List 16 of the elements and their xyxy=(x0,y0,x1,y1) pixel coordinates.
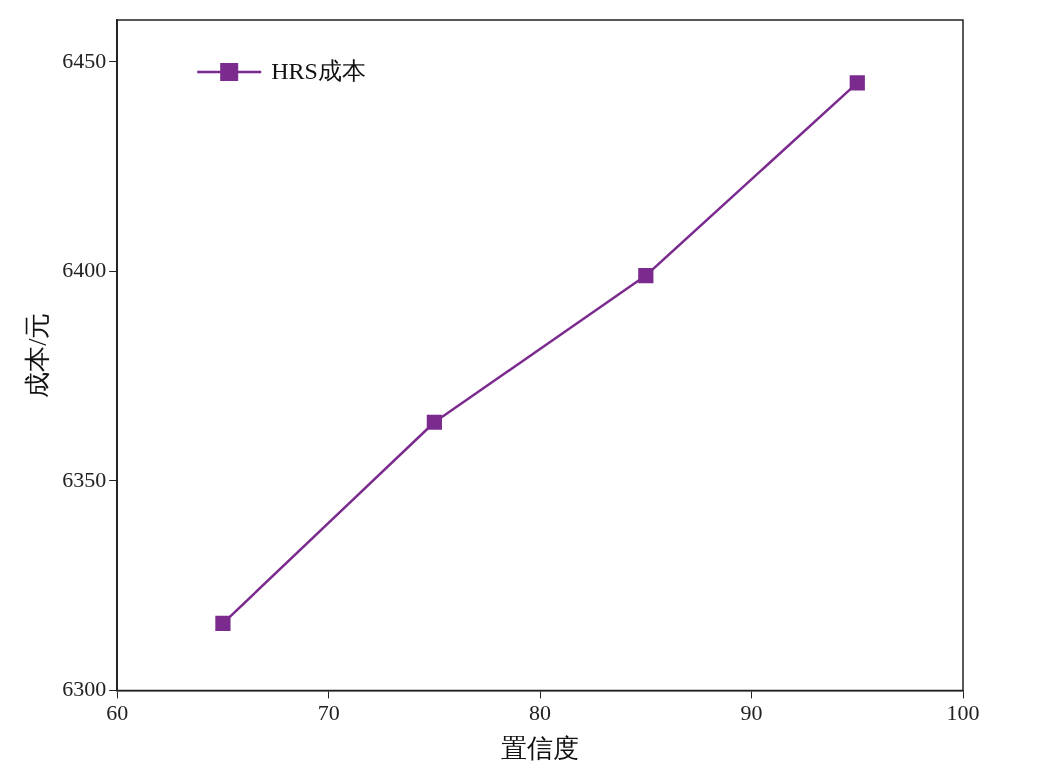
y-tick-label: 6400 xyxy=(62,257,107,283)
legend-label: HRS成本 xyxy=(271,58,366,85)
x-tick-label: 70 xyxy=(317,700,340,726)
y-tick-label: 6450 xyxy=(62,47,107,73)
y-tick-label: 6350 xyxy=(62,466,107,492)
point xyxy=(215,615,231,631)
point xyxy=(849,75,865,91)
y-axis-title: 成本/元 xyxy=(23,312,53,398)
y-tick-label: 6300 xyxy=(62,676,107,702)
x-tick-label: 80 xyxy=(529,700,552,726)
x-axis-title: 置信度 xyxy=(501,734,580,764)
x-tick-label: 90 xyxy=(740,700,763,726)
point xyxy=(426,414,442,430)
x-tick-label: 60 xyxy=(106,700,129,726)
point xyxy=(638,267,654,284)
x-tick-label: 100 xyxy=(946,700,980,726)
